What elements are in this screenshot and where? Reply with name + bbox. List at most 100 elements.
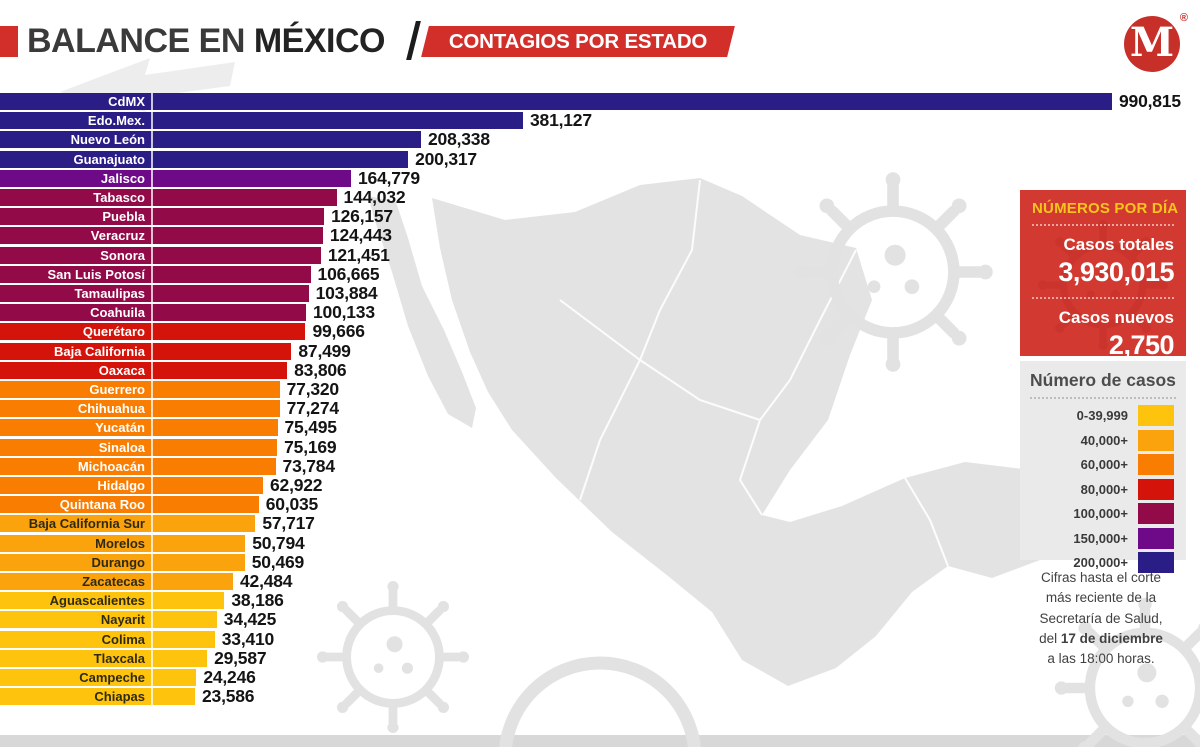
- bar: [0, 649, 208, 667]
- legend-label: 40,000+: [1080, 432, 1128, 448]
- state-label: Edo.Mex.: [87, 113, 145, 129]
- milenio-logo: M ®: [1124, 12, 1188, 72]
- bar: [0, 573, 233, 590]
- state-label: Morelos: [95, 535, 145, 551]
- bar: [0, 93, 1112, 110]
- state-label: Jalisco: [100, 170, 145, 186]
- legend-row: 60,000+: [1030, 454, 1176, 475]
- bar-row: Hidalgo 62,922: [0, 475, 1200, 495]
- label-divider: [151, 553, 153, 571]
- new-cases-value: 2,750: [1108, 330, 1175, 356]
- bar-row: Puebla 126,157: [0, 206, 1200, 226]
- value-label: 38,186: [231, 590, 284, 611]
- bar: [0, 477, 263, 494]
- bar: [0, 669, 197, 686]
- bar: [0, 438, 278, 456]
- bar-row: Chiapas 23,586: [0, 686, 1200, 706]
- bar: [0, 553, 245, 571]
- value-label: 990,815: [1119, 91, 1181, 111]
- value-label: 60,035: [265, 494, 319, 515]
- label-divider: [151, 285, 153, 302]
- value-label: 29,587: [214, 647, 267, 668]
- footnote: Cifras hasta el corte más reciente de la…: [1022, 568, 1180, 669]
- bar: [0, 515, 256, 533]
- state-label: Baja California Sur: [28, 516, 145, 532]
- label-divider: [151, 400, 153, 418]
- bar-row: Nayarit 34,425: [0, 609, 1200, 629]
- label-divider: [151, 112, 153, 130]
- bar-row: Baja California Sur 57,717: [0, 513, 1200, 534]
- banner: CONTAGIOS POR ESTADO: [421, 26, 735, 57]
- state-label: Nuevo León: [70, 132, 145, 148]
- footnote-line: Secretaría de Salud,: [1039, 610, 1163, 626]
- new-cases-label: Casos nuevos: [1058, 308, 1174, 327]
- state-label: Quintana Roo: [59, 497, 145, 513]
- label-divider: [151, 323, 153, 341]
- label-divider: [151, 515, 153, 533]
- legend-swatch: [1138, 527, 1174, 549]
- panel-title: NÚMEROS POR DÍA: [1032, 200, 1178, 226]
- label-divider: [151, 534, 153, 552]
- bar-row: Aguascalientes 38,186: [0, 590, 1200, 611]
- bar-row: San Luis Potosí 106,665: [0, 263, 1200, 284]
- legend-label: 150,000+: [1073, 530, 1128, 546]
- bar: [0, 342, 292, 360]
- bar-row: Guerrero 77,320: [0, 379, 1200, 399]
- bar-row: Baja California 87,499: [0, 341, 1200, 361]
- value-label: 83,806: [294, 359, 347, 380]
- state-label: Colima: [101, 631, 145, 647]
- bar: [0, 534, 246, 552]
- state-label: Chihuahua: [77, 401, 145, 417]
- bar: [0, 381, 280, 398]
- dotted-divider: [1032, 297, 1174, 299]
- label-divider: [151, 189, 153, 206]
- title-prefix: BALANCE EN: [27, 22, 254, 60]
- label-divider: [151, 477, 153, 494]
- legend-panel: Número de casos 0-39,999 40,000+ 60,000+ 80…: [1020, 361, 1186, 573]
- bar: [0, 285, 309, 302]
- label-divider: [151, 304, 153, 322]
- value-label: 57,717: [262, 513, 315, 534]
- bar: [0, 189, 337, 206]
- state-label: Guerrero: [89, 382, 145, 397]
- legend-label: 60,000+: [1080, 457, 1128, 472]
- page-title: BALANCE EN MÉXICO: [27, 22, 385, 61]
- value-label: 75,495: [284, 417, 338, 438]
- bottom-band: [0, 735, 1200, 747]
- value-label: 103,884: [315, 283, 378, 303]
- bar-row: Yucatán 75,495: [0, 417, 1200, 438]
- state-label: CdMX: [108, 94, 145, 109]
- bar-row: Michoacán 73,784: [0, 456, 1200, 476]
- legend-row: 100,000+: [1030, 503, 1176, 524]
- value-label: 33,410: [221, 628, 275, 649]
- value-label: 106,665: [317, 263, 380, 284]
- state-label: Veracruz: [90, 228, 145, 244]
- bar: [0, 496, 259, 514]
- value-label: 77,320: [286, 379, 340, 399]
- bar-row: Coahuila 100,133: [0, 302, 1200, 322]
- bar: [0, 611, 217, 629]
- label-divider: [151, 573, 153, 590]
- value-label: 62,922: [270, 475, 323, 495]
- bar: [0, 112, 523, 130]
- header: BALANCE EN MÉXICO CONTAGIOS POR ESTADO M…: [0, 0, 1200, 90]
- label-divider: [151, 93, 153, 110]
- label-divider: [151, 150, 153, 168]
- bar-row: Sonora 121,451: [0, 245, 1200, 265]
- state-label: Hidalgo: [97, 478, 145, 493]
- daily-numbers-panel: NÚMEROS POR DÍA Casos totales 3,930,015 …: [1020, 190, 1186, 356]
- slash-divider: [406, 21, 421, 60]
- state-label: Tamaulipas: [74, 286, 145, 301]
- label-divider: [151, 592, 153, 610]
- legend-title: Número de casos: [1030, 370, 1176, 399]
- bar-row: Campeche 24,246: [0, 667, 1200, 687]
- bar: [0, 323, 306, 341]
- bar-row: Durango 50,469: [0, 552, 1200, 572]
- registered-mark-icon: ®: [1179, 12, 1188, 24]
- bar-row: Guanajuato 200,317: [0, 149, 1200, 169]
- state-label: Tlaxcala: [93, 650, 145, 666]
- bar: [0, 246, 321, 264]
- state-label: Sonora: [100, 247, 145, 263]
- circle-watermark: [499, 656, 701, 747]
